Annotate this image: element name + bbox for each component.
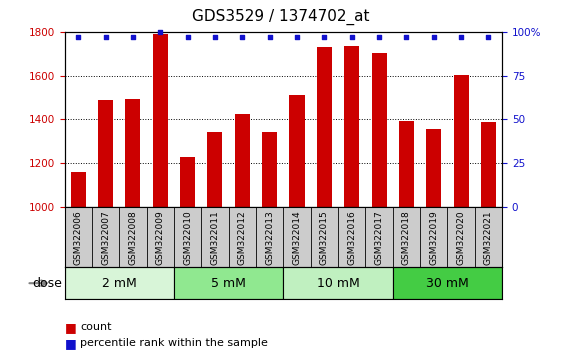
Bar xyxy=(262,132,277,354)
Point xyxy=(402,34,411,40)
Point xyxy=(210,34,219,40)
Text: GSM322020: GSM322020 xyxy=(457,210,466,265)
Bar xyxy=(234,114,250,354)
Bar xyxy=(174,267,283,299)
Bar xyxy=(98,100,113,354)
Text: GSM322017: GSM322017 xyxy=(375,210,384,265)
Bar xyxy=(283,267,393,299)
Point xyxy=(320,34,329,40)
Bar xyxy=(153,34,168,354)
Text: 30 mM: 30 mM xyxy=(426,277,469,290)
Point xyxy=(238,34,247,40)
Bar xyxy=(71,172,86,354)
Point xyxy=(128,34,137,40)
Text: GSM322006: GSM322006 xyxy=(73,210,82,265)
Bar xyxy=(399,121,414,354)
Text: GSM322009: GSM322009 xyxy=(156,210,165,265)
Text: GSM322015: GSM322015 xyxy=(320,210,329,265)
Text: count: count xyxy=(80,322,112,332)
Text: GSM322014: GSM322014 xyxy=(292,210,301,265)
Bar xyxy=(426,129,442,354)
Bar xyxy=(125,99,140,354)
Text: GSM322016: GSM322016 xyxy=(347,210,356,265)
Point xyxy=(73,34,82,40)
Text: 10 mM: 10 mM xyxy=(316,277,360,290)
Text: ■: ■ xyxy=(65,321,76,334)
Point xyxy=(375,34,384,40)
Point xyxy=(265,34,274,40)
Text: GSM322010: GSM322010 xyxy=(183,210,192,265)
Point xyxy=(101,34,110,40)
Bar xyxy=(453,75,468,354)
Bar xyxy=(289,95,305,354)
Point xyxy=(484,34,493,40)
Point xyxy=(429,34,438,40)
Bar xyxy=(393,267,502,299)
Point xyxy=(347,34,356,40)
Text: 2 mM: 2 mM xyxy=(102,277,136,290)
Text: GSM322018: GSM322018 xyxy=(402,210,411,265)
Text: percentile rank within the sample: percentile rank within the sample xyxy=(80,338,268,348)
Bar xyxy=(481,122,496,354)
Text: GDS3529 / 1374702_at: GDS3529 / 1374702_at xyxy=(192,9,369,25)
Text: GSM322012: GSM322012 xyxy=(238,210,247,265)
Bar xyxy=(65,267,174,299)
Point xyxy=(183,34,192,40)
Bar xyxy=(180,157,195,354)
Text: GSM322011: GSM322011 xyxy=(210,210,219,265)
Text: GSM322013: GSM322013 xyxy=(265,210,274,265)
Text: GSM322008: GSM322008 xyxy=(128,210,137,265)
Point xyxy=(457,34,466,40)
Text: GSM322021: GSM322021 xyxy=(484,210,493,265)
Point xyxy=(156,29,165,35)
Point xyxy=(292,34,301,40)
Bar xyxy=(344,46,359,354)
Bar xyxy=(371,53,387,354)
Text: dose: dose xyxy=(32,277,62,290)
Bar xyxy=(317,47,332,354)
Text: GSM322007: GSM322007 xyxy=(101,210,110,265)
Text: GSM322019: GSM322019 xyxy=(429,210,438,265)
Bar xyxy=(208,132,223,354)
Text: 5 mM: 5 mM xyxy=(211,277,246,290)
Text: ■: ■ xyxy=(65,337,76,350)
